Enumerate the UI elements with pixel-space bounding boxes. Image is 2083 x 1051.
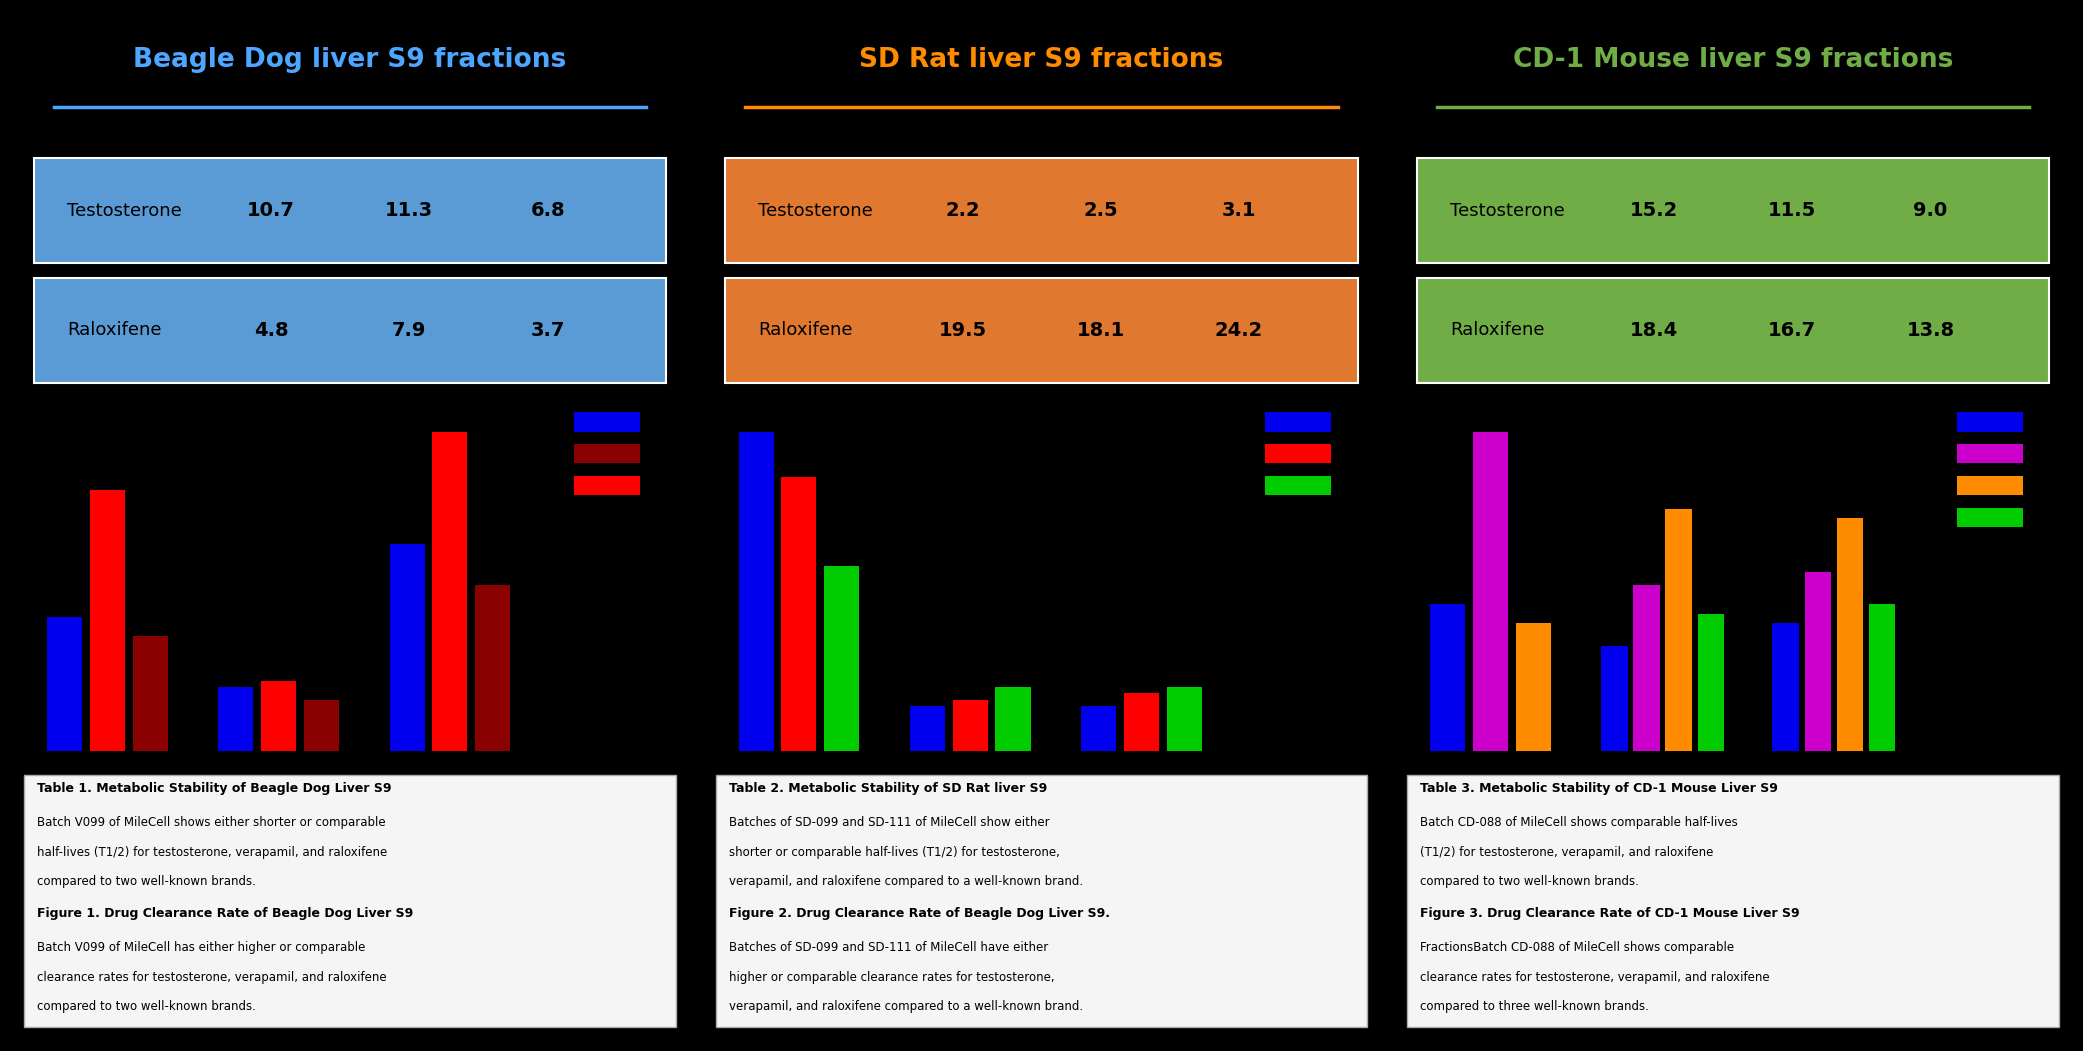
Text: 18.4: 18.4 [1629, 321, 1679, 339]
Text: clearance rates for testosterone, verapamil, and raloxifene: clearance rates for testosterone, verapa… [1421, 971, 1771, 984]
Bar [575, 476, 639, 495]
Text: Raloxifene: Raloxifene [1450, 322, 1544, 339]
Text: Figure 2. Drug Clearance Rate of Beagle Dog Liver S9.: Figure 2. Drug Clearance Rate of Beagle … [729, 907, 1110, 921]
Bar [910, 706, 946, 750]
Text: 2.5: 2.5 [1083, 201, 1119, 220]
Bar [1773, 623, 1800, 750]
Bar [1264, 412, 1331, 432]
Text: 13.8: 13.8 [1906, 321, 1954, 339]
Text: Table 2. Metabolic Stability of SD Rat liver S9: Table 2. Metabolic Stability of SD Rat l… [729, 782, 1048, 796]
Bar [260, 681, 296, 750]
Text: 11.3: 11.3 [385, 201, 433, 220]
Bar [1956, 412, 2023, 432]
Bar [133, 636, 169, 750]
Text: clearance rates for testosterone, verapamil, and raloxifene: clearance rates for testosterone, verapa… [37, 971, 387, 984]
Text: compared to two well-known brands.: compared to two well-known brands. [1421, 875, 1639, 888]
Bar [1166, 687, 1202, 750]
Text: higher or comparable clearance rates for testosterone,: higher or comparable clearance rates for… [729, 971, 1054, 984]
Bar [1081, 706, 1116, 750]
Bar [1956, 508, 2023, 527]
Bar [1956, 444, 2023, 463]
Bar [1868, 604, 1896, 750]
Bar [390, 543, 425, 750]
Text: Figure 3. Drug Clearance Rate of CD-1 Mouse Liver S9: Figure 3. Drug Clearance Rate of CD-1 Mo… [1421, 907, 1800, 921]
Bar [1431, 604, 1464, 750]
Text: 2.2: 2.2 [946, 201, 979, 220]
Text: compared to two well-known brands.: compared to two well-known brands. [37, 1001, 256, 1013]
Bar [952, 700, 987, 750]
Text: 18.1: 18.1 [1077, 321, 1125, 339]
Text: (T1/2) for testosterone, verapamil, and raloxifene: (T1/2) for testosterone, verapamil, and … [1421, 846, 1714, 859]
Text: Batches of SD-099 and SD-111 of MileCell show either: Batches of SD-099 and SD-111 of MileCell… [729, 816, 1050, 829]
Bar [575, 444, 639, 463]
FancyBboxPatch shape [33, 277, 667, 383]
Text: Testosterone: Testosterone [1450, 202, 1564, 220]
Text: 9.0: 9.0 [1914, 201, 1948, 220]
FancyBboxPatch shape [25, 775, 677, 1028]
Bar [219, 687, 254, 750]
Text: Batch V099 of MileCell shows either shorter or comparable: Batch V099 of MileCell shows either shor… [37, 816, 385, 829]
Text: Testosterone: Testosterone [67, 202, 181, 220]
Bar [475, 585, 510, 750]
Bar [1804, 573, 1831, 750]
Text: Table 1. Metabolic Stability of Beagle Dog Liver S9: Table 1. Metabolic Stability of Beagle D… [37, 782, 392, 796]
Bar [825, 566, 860, 750]
FancyBboxPatch shape [1406, 775, 2058, 1028]
Bar [1125, 694, 1158, 750]
Text: Testosterone: Testosterone [758, 202, 873, 220]
Text: 16.7: 16.7 [1768, 321, 1816, 339]
Text: Beagle Dog liver S9 fractions: Beagle Dog liver S9 fractions [133, 47, 567, 74]
Text: 6.8: 6.8 [531, 201, 564, 220]
Bar [781, 477, 817, 750]
Text: 10.7: 10.7 [248, 201, 296, 220]
FancyBboxPatch shape [1416, 277, 2050, 383]
Text: shorter or comparable half-lives (T1/2) for testosterone,: shorter or comparable half-lives (T1/2) … [729, 846, 1060, 859]
Bar [1602, 645, 1627, 750]
Text: 3.7: 3.7 [531, 321, 564, 339]
Text: half-lives (T1/2) for testosterone, verapamil, and raloxifene: half-lives (T1/2) for testosterone, vera… [37, 846, 387, 859]
Text: Raloxifene: Raloxifene [67, 322, 160, 339]
Bar [1666, 509, 1691, 750]
Text: Figure 1. Drug Clearance Rate of Beagle Dog Liver S9: Figure 1. Drug Clearance Rate of Beagle … [37, 907, 415, 921]
Text: Batch CD-088 of MileCell shows comparable half-lives: Batch CD-088 of MileCell shows comparabl… [1421, 816, 1737, 829]
Text: compared to three well-known brands.: compared to three well-known brands. [1421, 1001, 1650, 1013]
Bar [1473, 432, 1508, 750]
FancyBboxPatch shape [1416, 158, 2050, 263]
Bar [1956, 476, 2023, 495]
Text: Batch V099 of MileCell has either higher or comparable: Batch V099 of MileCell has either higher… [37, 941, 367, 954]
Text: 24.2: 24.2 [1214, 321, 1262, 339]
Bar [1698, 614, 1725, 750]
Text: CD-1 Mouse liver S9 fractions: CD-1 Mouse liver S9 fractions [1512, 47, 1954, 74]
Text: 11.5: 11.5 [1768, 201, 1816, 220]
Text: FractionsBatch CD-088 of MileCell shows comparable: FractionsBatch CD-088 of MileCell shows … [1421, 941, 1735, 954]
Bar [1633, 585, 1660, 750]
FancyBboxPatch shape [33, 158, 667, 263]
Text: verapamil, and raloxifene compared to a well-known brand.: verapamil, and raloxifene compared to a … [729, 875, 1083, 888]
Bar [48, 617, 81, 750]
Text: 7.9: 7.9 [392, 321, 427, 339]
Text: 15.2: 15.2 [1629, 201, 1679, 220]
Text: 3.1: 3.1 [1223, 201, 1256, 220]
Bar [1516, 623, 1550, 750]
Bar [1837, 518, 1862, 750]
FancyBboxPatch shape [725, 277, 1358, 383]
Text: Batches of SD-099 and SD-111 of MileCell have either: Batches of SD-099 and SD-111 of MileCell… [729, 941, 1048, 954]
Bar [996, 687, 1031, 750]
Bar [575, 412, 639, 432]
Text: Table 3. Metabolic Stability of CD-1 Mouse Liver S9: Table 3. Metabolic Stability of CD-1 Mou… [1421, 782, 1779, 796]
Bar [90, 490, 125, 750]
Text: 4.8: 4.8 [254, 321, 287, 339]
Bar [1264, 444, 1331, 463]
Bar [433, 432, 467, 750]
FancyBboxPatch shape [725, 158, 1358, 263]
Text: 19.5: 19.5 [939, 321, 987, 339]
FancyBboxPatch shape [717, 775, 1366, 1028]
Text: SD Rat liver S9 fractions: SD Rat liver S9 fractions [860, 47, 1223, 74]
Text: Raloxifene: Raloxifene [758, 322, 852, 339]
Text: compared to two well-known brands.: compared to two well-known brands. [37, 875, 256, 888]
Bar [304, 700, 340, 750]
Bar [739, 432, 773, 750]
Text: verapamil, and raloxifene compared to a well-known brand.: verapamil, and raloxifene compared to a … [729, 1001, 1083, 1013]
Bar [1264, 476, 1331, 495]
